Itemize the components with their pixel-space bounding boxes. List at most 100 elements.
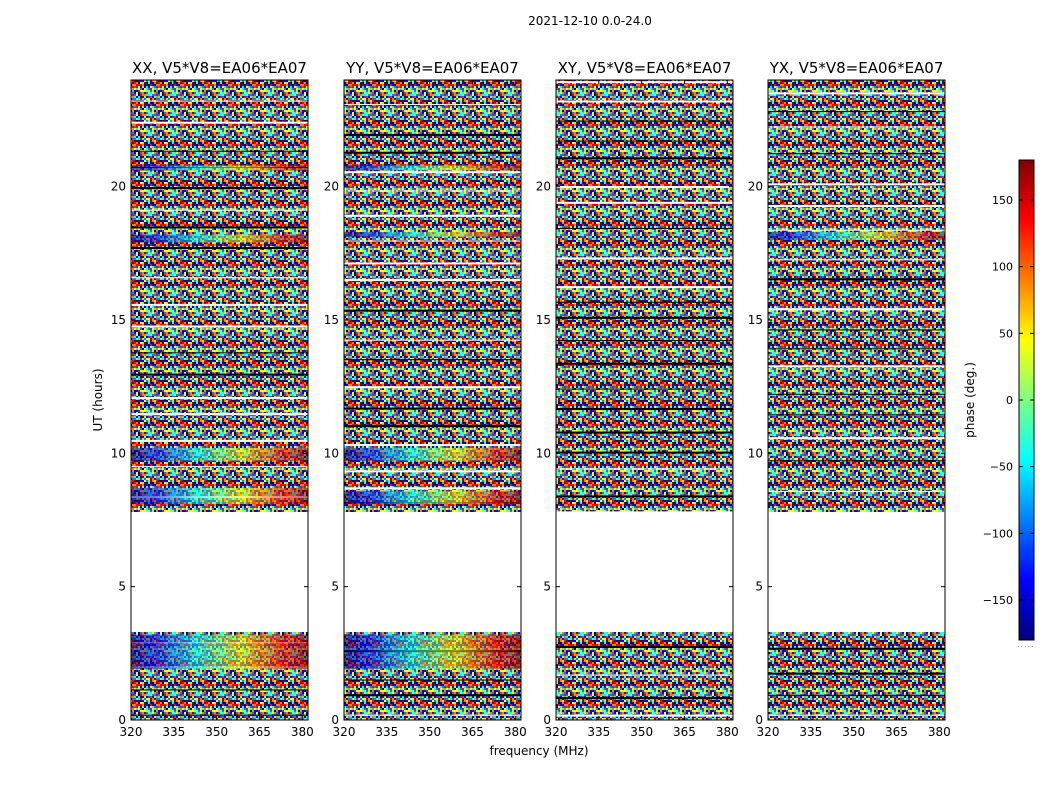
flag-line	[344, 339, 521, 341]
coherent-band	[344, 448, 521, 462]
flag-line	[556, 286, 733, 289]
flag-line	[768, 490, 945, 492]
flag-line	[768, 92, 945, 95]
flag-line	[556, 495, 733, 498]
flag-line	[556, 674, 733, 676]
flag-line	[344, 470, 521, 473]
data-gap	[131, 512, 308, 632]
flag-line	[131, 150, 308, 152]
coherent-band	[344, 232, 521, 238]
flag-line	[344, 279, 521, 282]
flag-line	[131, 439, 308, 442]
axes-frame	[343, 79, 522, 721]
flag-line	[131, 303, 308, 306]
x-tick-label: 320	[120, 725, 143, 739]
y-tick-label: 20	[324, 180, 339, 194]
flag-line	[556, 120, 733, 122]
flag-line	[768, 126, 945, 128]
flag-line	[131, 121, 308, 124]
flag-line	[556, 407, 733, 410]
y-tick-label: 20	[748, 180, 763, 194]
flag-line	[131, 226, 308, 229]
flag-line	[556, 227, 733, 229]
y-tick-label: 15	[324, 313, 339, 327]
coherent-band	[131, 634, 308, 670]
y-tick-label: 10	[111, 446, 126, 460]
colorbar-tick-label: 0	[1006, 394, 1013, 407]
flag-line	[344, 309, 521, 312]
flag-line	[344, 694, 521, 697]
flag-line	[768, 111, 945, 113]
panel-title: YX, V5*V8=EA06*EA07	[769, 59, 944, 77]
flag-line	[556, 185, 733, 188]
y-tick-label: 15	[111, 313, 126, 327]
flag-line	[344, 425, 521, 428]
data-gap	[344, 512, 521, 632]
data-gap	[768, 512, 945, 632]
flag-line	[344, 443, 521, 446]
x-tick-label: 380	[716, 725, 739, 739]
x-tick-label: 335	[587, 725, 610, 739]
axes-frame	[130, 79, 309, 721]
y-tick-label: 0	[118, 713, 126, 727]
panel-xy: XY, V5*V8=EA06*EA07 0 5 10 15 20 320 335 350 365 3…	[536, 59, 739, 739]
flag-line	[131, 277, 308, 279]
panel-title: XX, V5*V8=EA06*EA07	[132, 59, 307, 77]
x-tick-label: 380	[928, 725, 951, 739]
panel-yx: YX, V5*V8=EA06*EA07 0 5 10 15 20 320 335 350 365 3…	[748, 59, 951, 739]
x-tick-label: 350	[630, 725, 653, 739]
y-tick-label: 5	[118, 580, 126, 594]
flag-line	[556, 201, 733, 204]
y-tick-label: 0	[543, 713, 551, 727]
flag-line	[344, 151, 521, 154]
x-tick-label: 320	[757, 725, 780, 739]
flag-line	[768, 694, 945, 696]
flag-line	[768, 153, 945, 155]
flag-line	[556, 316, 733, 319]
flag-line	[344, 103, 521, 105]
colorbar-tick-label: −100	[983, 527, 1013, 540]
flag-line	[344, 171, 521, 174]
flag-line	[768, 229, 945, 231]
flag-line	[556, 451, 733, 454]
flag-line	[768, 259, 945, 261]
flag-line	[556, 81, 733, 84]
y-tick-label: 20	[536, 180, 551, 194]
x-tick-label: 365	[673, 725, 696, 739]
flag-line	[131, 325, 308, 328]
y-axis-label: UT (hours)	[91, 368, 105, 431]
flag-line	[556, 468, 733, 470]
x-tick-label: 365	[248, 725, 271, 739]
x-tick-label: 365	[461, 725, 484, 739]
flag-line	[131, 714, 308, 716]
flag-line	[556, 645, 733, 648]
flag-line	[131, 373, 308, 376]
flag-line	[131, 209, 308, 211]
x-tick-label: 365	[885, 725, 908, 739]
flag-line	[344, 359, 521, 361]
flag-line	[344, 133, 521, 136]
panel-yy: YY, V5*V8=EA06*EA07 0 5 10 15 20 320 335 350 365 3…	[324, 59, 589, 758]
colorbar-tick-label: 150	[992, 194, 1013, 207]
flag-line	[768, 205, 945, 208]
flag-line	[556, 340, 733, 342]
flag-line	[344, 386, 521, 389]
axes-frame	[767, 79, 946, 721]
x-tick-label: 350	[418, 725, 441, 739]
colorbar-tick-label: −50	[990, 461, 1013, 474]
coherent-band	[344, 634, 521, 670]
y-tick-label: 20	[111, 180, 126, 194]
x-tick-label: 335	[799, 725, 822, 739]
y-tick-label: 10	[748, 446, 763, 460]
coherent-band	[344, 490, 521, 504]
colorbar-tick-label: 50	[999, 327, 1013, 340]
coherent-band	[131, 234, 308, 243]
y-tick-label: 5	[755, 580, 763, 594]
data-gap	[556, 512, 733, 632]
coherent-band	[768, 232, 945, 240]
flag-line	[344, 214, 521, 217]
axes-frame	[555, 79, 734, 721]
flag-line	[131, 100, 308, 102]
flag-line	[344, 240, 521, 242]
flag-line	[556, 301, 733, 303]
